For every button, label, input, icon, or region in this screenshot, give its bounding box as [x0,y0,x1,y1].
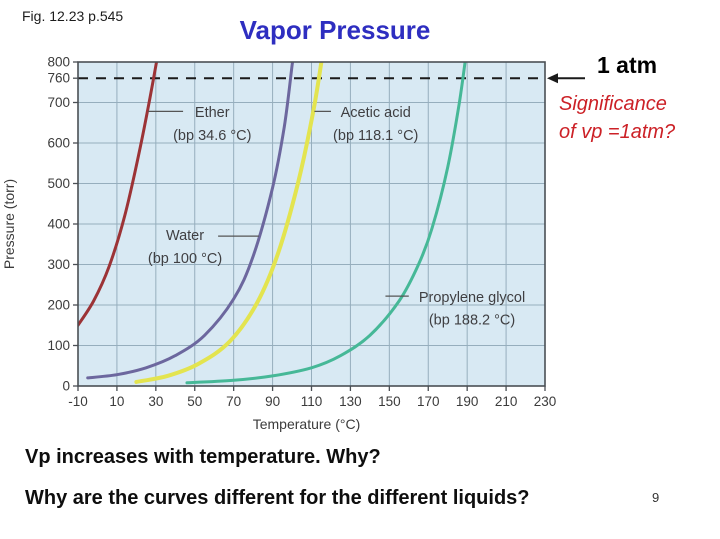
label-bp-propylene-glycol: (bp 188.2 °C) [429,313,515,329]
significance-note: Significance of vp =1atm? [559,90,675,146]
curve-ether [78,62,159,327]
x-tick-label: 90 [265,394,280,409]
x-tick-label: 30 [148,394,163,409]
one-atm-arrow-head [547,73,558,84]
label-propylene-glycol: Propylene glycol [419,290,525,306]
x-tick-label: 50 [187,394,202,409]
y-tick-label: 500 [47,176,70,191]
y-tick-label: 300 [47,257,70,272]
x-tick-label: 230 [534,394,557,409]
y-axis-title: Pressure (torr) [1,179,17,269]
x-tick-label: 150 [378,394,401,409]
significance-note-line1: Significance [559,93,667,115]
x-tick-label: 130 [339,394,362,409]
curve-water [86,62,295,380]
significance-note-line2: of vp =1atm? [559,121,676,143]
x-tick-label: 210 [495,394,518,409]
curve-acetic-acid [134,62,324,384]
y-tick-label: 800 [47,55,70,70]
question-1: Vp increases with temperature. Why? [25,446,381,468]
label-water: Water [166,228,204,244]
x-tick-label: 70 [226,394,241,409]
y-tick-label: 0 [62,379,70,394]
y-tick-label: 600 [47,136,70,151]
y-tick-label: 760 [47,71,70,86]
vapor-pressure-chart: Ether (bp 34.6 °C) Water (bp 100 °C) Acetic … [1,55,585,432]
y-tick-label: 200 [47,298,70,313]
figure-reference: Fig. 12.23 p.545 [22,8,124,24]
label-bp-ether: (bp 34.6 °C) [173,128,251,144]
question-2: Why are the curves different for the dif… [25,487,530,509]
y-tick-label: 700 [47,95,70,110]
x-tick-label: -10 [68,394,88,409]
curve-propylene-glycol [185,62,467,385]
page-number: 9 [652,490,660,505]
label-bp-water: (bp 100 °C) [148,251,222,267]
one-atm-label: 1 atm [597,52,658,78]
x-tick-label: 170 [417,394,440,409]
label-ether: Ether [195,105,230,121]
y-tick-label: 100 [47,338,70,353]
x-tick-label: 10 [109,394,124,409]
slide-title: Vapor Pressure [239,15,431,45]
y-tick-label: 400 [47,217,70,232]
x-tick-label: 110 [301,394,323,409]
label-acetic-acid: Acetic acid [341,105,411,121]
x-tick-label: 190 [456,394,479,409]
label-bp-acetic-acid: (bp 118.1 °C) [333,128,418,144]
x-axis-title: Temperature (°C) [253,416,361,432]
